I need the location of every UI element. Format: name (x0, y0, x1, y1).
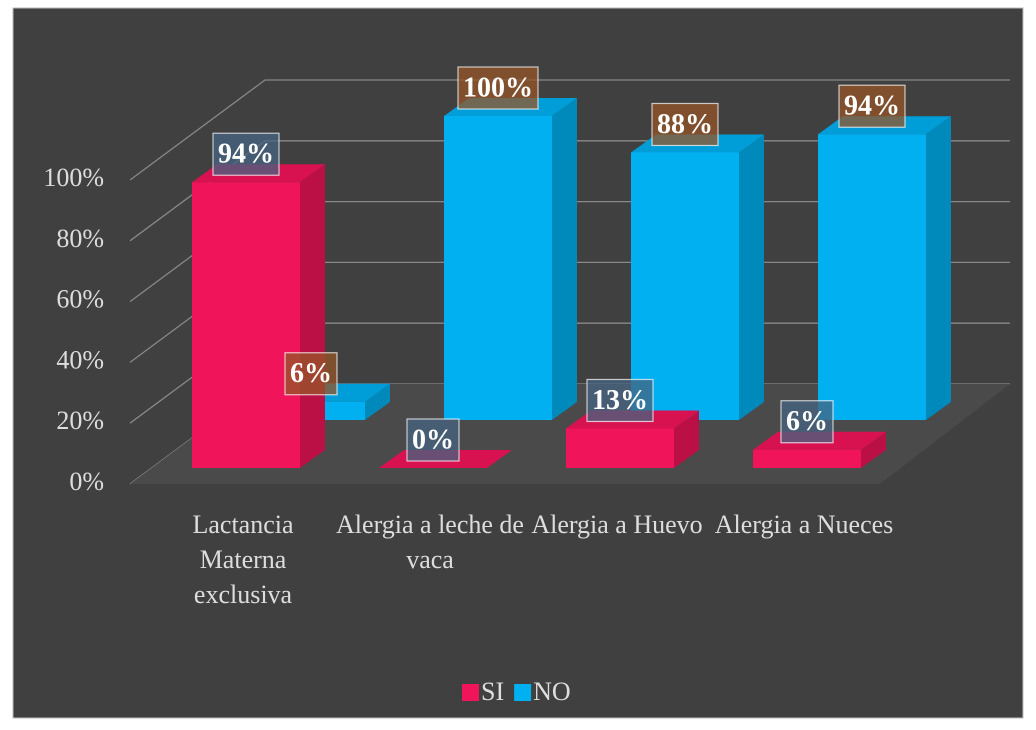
bar-side (365, 383, 390, 420)
bar-front (818, 134, 926, 421)
bar-side (674, 410, 699, 468)
bar-side (300, 164, 325, 469)
x-tick-label: Lactancia Materna exclusiva (192, 510, 294, 609)
value-label: 6% (786, 406, 828, 437)
y-tick-label: 20% (56, 406, 104, 435)
value-label-box (406, 418, 460, 462)
value-label-box (838, 84, 906, 128)
bar (818, 116, 951, 421)
bar (631, 134, 764, 421)
value-label: 94% (218, 139, 274, 170)
bar (192, 164, 325, 469)
value-label: 100% (463, 72, 533, 103)
bar-front (444, 116, 552, 420)
legend-swatch (514, 684, 532, 701)
value-label: 94% (844, 91, 900, 122)
value-label-box (284, 352, 338, 396)
grid-line (129, 79, 1010, 181)
bar (444, 98, 577, 420)
value-label: 0% (412, 424, 454, 455)
bar-side (926, 116, 951, 421)
x-tick-label: Alergia a Huevo (531, 510, 703, 539)
value-label-box (586, 378, 654, 423)
bar-front (631, 152, 739, 421)
bar-side (739, 134, 764, 421)
legend-label: SI (481, 677, 504, 706)
bar-side (552, 98, 577, 420)
value-label: 13% (592, 385, 648, 416)
y-tick-label: 100% (43, 163, 104, 192)
value-label: 88% (657, 109, 713, 140)
bar-front (753, 449, 861, 468)
value-label-box (780, 400, 834, 444)
value-label-box (457, 66, 539, 110)
y-tick-label: 80% (56, 224, 104, 253)
x-tick-label: Alergia a leche de vaca (336, 510, 524, 574)
y-tick-label: 40% (56, 345, 104, 374)
x-tick-label: Alergia a Nueces (714, 510, 894, 539)
bar-front (192, 182, 300, 469)
bar-side (861, 431, 886, 468)
value-label-box (651, 102, 719, 147)
value-label: 6% (290, 358, 332, 389)
y-tick-label: 60% (56, 285, 104, 314)
bar-front (566, 428, 674, 468)
y-tick-label: 0% (69, 467, 104, 496)
legend-label: NO (533, 677, 571, 706)
value-label-box (212, 132, 280, 176)
legend-swatch (462, 684, 479, 701)
